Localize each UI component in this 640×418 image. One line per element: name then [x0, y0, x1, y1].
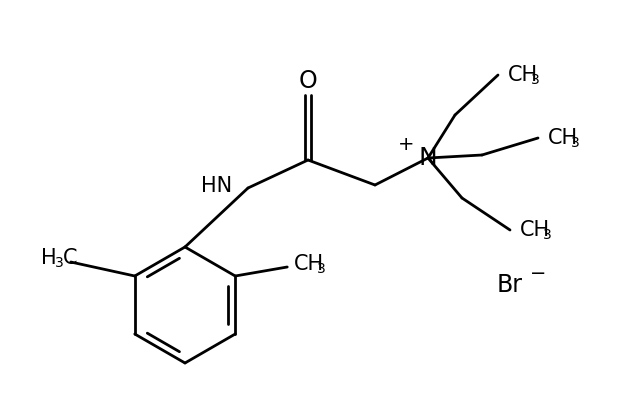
Text: −: −: [530, 265, 546, 283]
Text: CH: CH: [520, 220, 550, 240]
Text: O: O: [299, 69, 317, 93]
Text: 3: 3: [531, 73, 540, 87]
Text: C: C: [63, 248, 77, 268]
Text: CH: CH: [508, 65, 538, 85]
Text: H: H: [41, 248, 56, 268]
Text: 3: 3: [571, 136, 580, 150]
Text: Br: Br: [497, 273, 523, 297]
Text: CH: CH: [294, 254, 324, 274]
Text: 3: 3: [317, 262, 326, 276]
Text: CH: CH: [548, 128, 578, 148]
Text: HN: HN: [201, 176, 232, 196]
Text: 3: 3: [543, 228, 552, 242]
Text: N: N: [419, 146, 437, 170]
Text: 3: 3: [56, 256, 64, 270]
Text: +: +: [397, 135, 414, 153]
